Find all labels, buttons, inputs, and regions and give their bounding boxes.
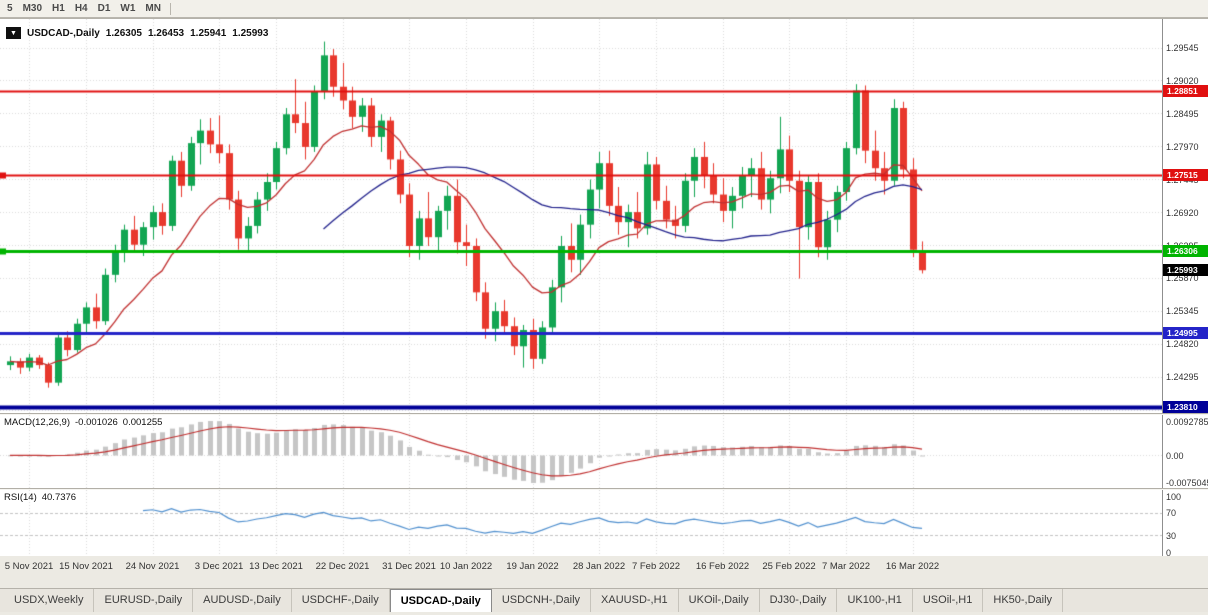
- rsi-axis-label: 70: [1166, 508, 1177, 519]
- tab-dj30-daily[interactable]: DJ30-,Daily: [760, 589, 838, 612]
- panel-separator[interactable]: [0, 413, 1208, 415]
- macd-indicator-label: MACD(12,26,9) -0.001026 0.001255: [4, 417, 167, 428]
- price-axis-label: 1.26920: [1166, 207, 1199, 218]
- chart-info-bar: ▼ USDCAD-,Daily 1.26305 1.26453 1.25941 …: [6, 27, 268, 39]
- tab-uk100-h1[interactable]: UK100-,H1: [837, 589, 913, 612]
- bottom-tabbar: USDX,Weekly EURUSD-,Daily AUDUSD-,Daily USD…: [0, 588, 1208, 612]
- price-line-badge: 1.23810: [1163, 401, 1208, 413]
- date-axis-label: 13 Dec 2021: [249, 561, 303, 572]
- chart-info-high: 1.26453: [147, 27, 185, 39]
- price-line-badge: 1.28851: [1163, 85, 1208, 98]
- symbol-dropdown-icon[interactable]: ▼: [6, 27, 21, 39]
- date-axis-label: 24 Nov 2021: [125, 561, 180, 572]
- tab-usdchf-daily[interactable]: USDCHF-,Daily: [292, 589, 390, 612]
- tab-audusd-daily[interactable]: AUDUSD-,Daily: [193, 589, 292, 612]
- date-axis-label: 25 Feb 2022: [762, 561, 816, 572]
- tab-eurusd-daily[interactable]: EURUSD-,Daily: [94, 589, 194, 612]
- macd-axis-max: 0.0092785: [1166, 417, 1208, 427]
- date-axis-label: 16 Mar 2022: [885, 561, 940, 572]
- price-axis-separator: [1162, 19, 1163, 413]
- chart-info-low: 1.25941: [190, 27, 227, 39]
- price-axis-label: 1.24295: [1166, 372, 1199, 383]
- price-axis-label: 1.29020: [1166, 75, 1199, 86]
- tab-usdcad-daily[interactable]: USDCAD-,Daily: [389, 589, 492, 612]
- tab-usoil-h1[interactable]: USOil-,H1: [913, 589, 984, 612]
- tab-hk50-daily[interactable]: HK50-,Daily: [983, 589, 1064, 612]
- date-axis-label: 19 Jan 2022: [506, 561, 559, 572]
- price-axis-label: 1.24820: [1166, 339, 1199, 350]
- macd-axis-zero: 0.00: [1166, 450, 1184, 461]
- timeframe-button-d1[interactable]: D1: [97, 3, 111, 14]
- toolbar-separator: [169, 2, 171, 15]
- date-axis-label: 10 Jan 2022: [439, 561, 493, 572]
- macd-panel: MACD(12,26,9) -0.001026 0.001255 0.0092785…: [0, 415, 1208, 488]
- rsi-name: RSI(14): [4, 492, 37, 503]
- macd-axis-min: -0.0075045: [1166, 478, 1208, 488]
- timeframe-button-h4[interactable]: H4: [74, 3, 88, 14]
- tab-ukoil-daily[interactable]: UKOil-,Daily: [679, 589, 760, 612]
- timeframe-button-h1[interactable]: H1: [52, 3, 65, 14]
- date-axis-label: 7 Mar 2022: [821, 561, 871, 572]
- price-axis-label: 1.25345: [1166, 306, 1199, 317]
- date-axis-label: 5 Nov 2021: [4, 561, 54, 572]
- chart-info-open: 1.26305: [105, 27, 142, 39]
- macd-value-signal: 0.001255: [122, 417, 163, 428]
- price-axis-label: 1.25870: [1166, 273, 1199, 284]
- chart-info-symbol: USDCAD-,Daily: [27, 27, 100, 39]
- tab-xauusd-h1[interactable]: XAUUSD-,H1: [591, 589, 679, 612]
- date-axis-label: 16 Feb 2022: [695, 561, 750, 572]
- chart-info-close: 1.25993: [232, 27, 269, 39]
- timeframe-button-m30[interactable]: M30: [22, 3, 43, 14]
- date-axis-label: 3 Dec 2021: [194, 561, 244, 572]
- macd-axis-separator: [1162, 415, 1163, 488]
- rsi-axis-label: 100: [1166, 491, 1182, 502]
- date-axis-label: 7 Feb 2022: [631, 561, 681, 572]
- rsi-axis-label: 0: [1166, 547, 1172, 557]
- tab-usdcnh-daily[interactable]: USDCNH-,Daily: [492, 589, 592, 612]
- price-chart-canvas[interactable]: [0, 19, 1162, 413]
- rsi-canvas[interactable]: [0, 490, 1162, 556]
- date-axis-label: 22 Dec 2021: [315, 561, 370, 572]
- panel-separator[interactable]: [0, 488, 1208, 490]
- price-line-badge: 1.26306: [1163, 244, 1208, 257]
- rsi-value: 40.7376: [41, 492, 77, 503]
- price-axis-label: 1.27970: [1166, 141, 1199, 152]
- macd-name: MACD(12,26,9): [4, 417, 70, 428]
- price-line-badge: 1.24995: [1163, 326, 1208, 339]
- main-chart-panel: ▼ USDCAD-,Daily 1.26305 1.26453 1.25941 …: [0, 18, 1208, 413]
- price-axis-label: 1.28495: [1166, 108, 1199, 119]
- macd-value-main: -0.001026: [75, 417, 118, 428]
- rsi-axis-label: 30: [1166, 530, 1177, 541]
- current-price-badge: 1.25993: [1163, 264, 1208, 277]
- date-axis-label: 28 Jan 2022: [572, 561, 626, 572]
- timeframe-button-mn[interactable]: MN: [145, 3, 161, 14]
- date-axis: 5 Nov 2021 15 Nov 2021 24 Nov 2021 3 Dec 20…: [0, 556, 1208, 578]
- rsi-panel: RSI(14) 40.7376 100 70 30 0: [0, 490, 1208, 556]
- date-axis-label: 31 Dec 2021: [382, 561, 436, 572]
- macd-canvas[interactable]: [0, 415, 1162, 488]
- timeframe-button-w1[interactable]: W1: [120, 3, 136, 14]
- rsi-axis-separator: [1162, 490, 1163, 556]
- rsi-indicator-label: RSI(14) 40.7376: [4, 492, 81, 503]
- timeframe-button-5[interactable]: 5: [7, 3, 13, 14]
- price-line-badge: 1.27515: [1163, 168, 1208, 181]
- timeframe-toolbar: 5 M30 H1 H4 D1 W1 MN: [0, 0, 1208, 18]
- price-axis-label: 1.29545: [1166, 43, 1199, 54]
- date-axis-label: 15 Nov 2021: [59, 561, 113, 572]
- tab-usdx-weekly[interactable]: USDX,Weekly: [4, 589, 95, 612]
